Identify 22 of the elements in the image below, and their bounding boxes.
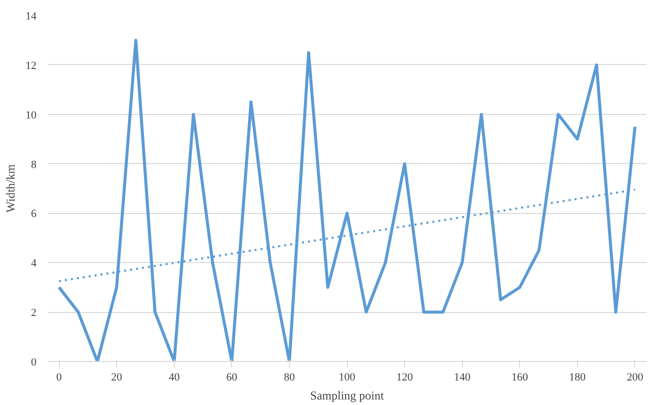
x-tick-label: 120: [396, 372, 414, 384]
x-tick-label: 140: [454, 372, 471, 384]
x-axis-title: Sampling point: [310, 388, 384, 402]
y-tick-label: 14: [26, 10, 37, 22]
y-axis-title: Width/km: [4, 164, 18, 213]
y-tick-label: 2: [31, 307, 36, 320]
x-tick-label: 40: [168, 372, 180, 384]
y-tick-label: 0: [31, 356, 37, 368]
y-tick-label: 10: [26, 109, 37, 122]
line-series: [58, 38, 636, 362]
x-tick-label: 60: [226, 372, 238, 384]
y-tick-label: 8: [31, 158, 37, 171]
x-tick-label: 100: [338, 372, 356, 384]
x-tick-label: 200: [626, 372, 644, 384]
x-tick-label: 20: [111, 372, 123, 384]
x-tick-label: 0: [56, 372, 62, 384]
y-tick-label: 6: [31, 208, 37, 220]
x-tick-label: 160: [512, 372, 529, 384]
y-tick-label: 4: [31, 258, 37, 270]
x-tick-label: 180: [569, 372, 586, 384]
y-tick-label: 12: [26, 60, 36, 72]
x-tick-label: 80: [284, 372, 296, 384]
